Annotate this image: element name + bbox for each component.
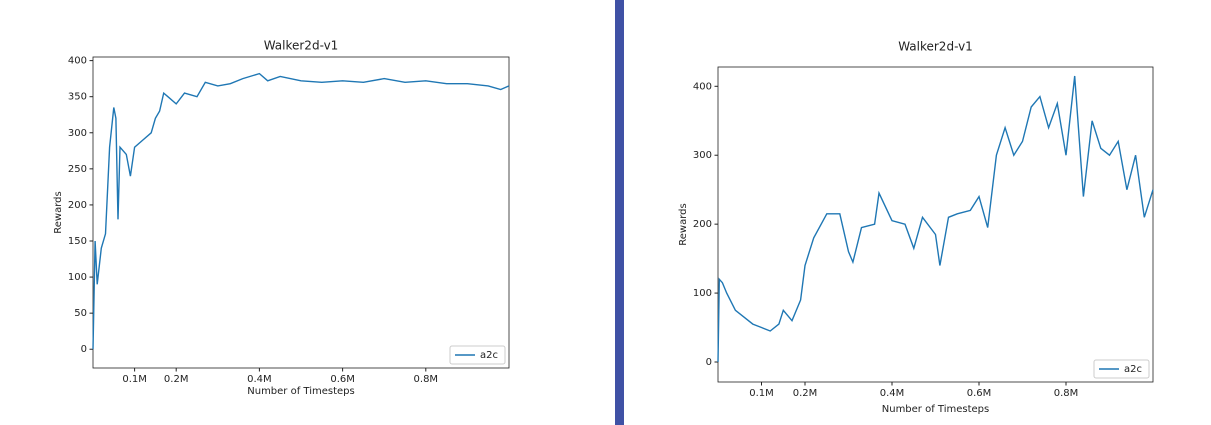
y-tick-label: 200 — [68, 200, 87, 211]
legend-label: a2c — [1124, 364, 1142, 375]
y-tick-label: 150 — [68, 236, 87, 247]
y-axis-label: Rewards — [53, 191, 64, 233]
y-tick-label: 350 — [68, 92, 87, 103]
x-axis-label: Number of Timesteps — [247, 386, 354, 397]
legend-label: a2c — [480, 350, 498, 361]
y-tick-label: 300 — [68, 128, 87, 139]
y-tick-label: 50 — [74, 308, 87, 319]
x-tick-label: 0.8M — [414, 374, 439, 385]
y-tick-label: 0 — [706, 357, 712, 368]
data-line — [92, 72, 510, 350]
x-tick-label: 0.4M — [880, 388, 905, 399]
chart-title: Walker2d-v1 — [264, 39, 339, 53]
plot-frame — [717, 66, 1154, 383]
y-tick-label: 400 — [68, 56, 87, 67]
y-tick-label: 100 — [68, 272, 87, 283]
x-axis-label: Number of Timesteps — [882, 404, 989, 415]
x-tick-label: 0.1M — [749, 388, 774, 399]
plot-frame — [92, 56, 510, 369]
x-tick-label: 0.1M — [122, 374, 147, 385]
data-line — [717, 75, 1154, 363]
x-tick-label: 0.2M — [793, 388, 818, 399]
divider — [615, 0, 624, 425]
y-tick-label: 250 — [68, 164, 87, 175]
y-axis-label: Rewards — [678, 203, 689, 245]
legend-box — [449, 345, 506, 365]
x-tick-label: 0.2M — [164, 374, 189, 385]
y-tick-label: 300 — [693, 150, 712, 161]
y-tick-label: 200 — [693, 219, 712, 230]
chart-title: Walker2d-v1 — [898, 40, 973, 54]
y-tick-label: 100 — [693, 288, 712, 299]
x-tick-label: 0.4M — [247, 374, 272, 385]
x-tick-label: 0.6M — [967, 388, 992, 399]
x-tick-label: 0.6M — [330, 374, 355, 385]
x-tick-label: 0.8M — [1054, 388, 1079, 399]
y-tick-label: 0 — [81, 344, 87, 355]
legend-box — [1093, 359, 1150, 379]
y-tick-label: 400 — [693, 81, 712, 92]
